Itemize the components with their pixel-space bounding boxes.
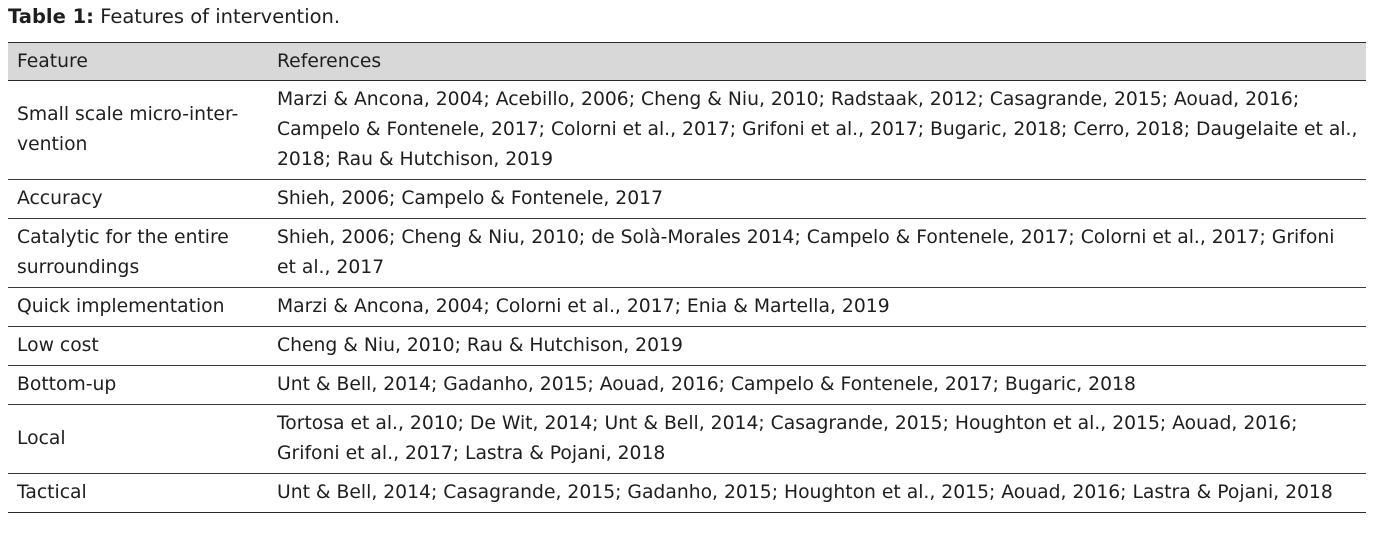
feature-text-line: Accuracy xyxy=(17,188,103,209)
feature-cell: Local xyxy=(8,404,268,474)
table-row: Quick implementation Marzi & Ancona, 2004… xyxy=(8,287,1366,327)
table-body: Small scale micro-inter-vention Marzi & A… xyxy=(8,80,1366,513)
table-row: Catalytic for the entire surroundings Shie… xyxy=(8,218,1366,288)
references-text-line: 2018; Rau & Hutchison, 2019 xyxy=(277,149,554,170)
feature-cell: Catalytic for the entire surroundings xyxy=(8,218,268,288)
feature-text-line: Local xyxy=(17,428,66,449)
table-caption-text: Features of intervention. xyxy=(100,5,341,28)
table-header: Feature References xyxy=(8,42,1366,81)
feature-text-line: surroundings xyxy=(17,257,140,278)
features-table: Feature References Small scale micro-int… xyxy=(8,42,1366,513)
references-cell: Tortosa et al., 2010; De Wit, 2014; Unt … xyxy=(268,404,1366,474)
feature-cell: Small scale micro-inter-vention xyxy=(8,80,268,180)
references-cell: Unt & Bell, 2014; Gadanho, 2015; Aouad, … xyxy=(268,365,1366,405)
feature-cell: Bottom-up xyxy=(8,365,268,405)
references-cell: Shieh, 2006; Campelo & Fontenele, 2017 xyxy=(268,179,1366,219)
header-feature: Feature xyxy=(8,42,268,81)
feature-cell: Quick implementation xyxy=(8,287,268,327)
references-text-line: et al., 2017 xyxy=(277,257,385,278)
header-references: References xyxy=(268,42,1366,81)
table-caption: Table 1: Features of intervention. xyxy=(8,5,340,29)
feature-text-line: Catalytic for the entire xyxy=(17,227,229,248)
references-cell: Marzi & Ancona, 2004; Colorni et al., 20… xyxy=(268,287,1366,327)
feature-text-line: Tactical xyxy=(17,482,87,503)
feature-cell: Accuracy xyxy=(8,179,268,219)
references-text-line: Tortosa et al., 2010; De Wit, 2014; Unt … xyxy=(277,413,1298,434)
feature-cell: Tactical xyxy=(8,473,268,513)
references-text-line: Campelo & Fontenele, 2017; Colorni et al… xyxy=(277,119,1358,140)
references-text-line: Marzi & Ancona, 2004; Colorni et al., 20… xyxy=(277,296,890,317)
references-text-line: Shieh, 2006; Cheng & Niu, 2010; de Solà-… xyxy=(277,227,1335,248)
references-text-line: Shieh, 2006; Campelo & Fontenele, 2017 xyxy=(277,188,663,209)
feature-text-line: vention xyxy=(17,134,88,155)
feature-text-line: Small scale micro-inter- xyxy=(17,104,239,125)
references-text-line: Grifoni et al., 2017; Lastra & Pojani, 2… xyxy=(277,443,666,464)
references-cell: Cheng & Niu, 2010; Rau & Hutchison, 2019 xyxy=(268,326,1366,366)
references-text-line: Cheng & Niu, 2010; Rau & Hutchison, 2019 xyxy=(277,335,683,356)
references-cell: Shieh, 2006; Cheng & Niu, 2010; de Solà-… xyxy=(268,218,1366,288)
header-row: Feature References xyxy=(8,42,1366,81)
feature-text-line: Quick implementation xyxy=(17,296,225,317)
table-row: Accuracy Shieh, 2006; Campelo & Fontenele… xyxy=(8,179,1366,219)
references-text-line: Unt & Bell, 2014; Casagrande, 2015; Gada… xyxy=(277,482,1333,503)
references-text-line: Marzi & Ancona, 2004; Acebillo, 2006; Ch… xyxy=(277,89,1300,110)
references-text-line: Unt & Bell, 2014; Gadanho, 2015; Aouad, … xyxy=(277,374,1136,395)
table-row: Tactical Unt & Bell, 2014; Casagrande, 20… xyxy=(8,473,1366,513)
table-row: Low cost Cheng & Niu, 2010; Rau & Hutchis… xyxy=(8,326,1366,366)
feature-cell: Low cost xyxy=(8,326,268,366)
table-row: Small scale micro-inter-vention Marzi & A… xyxy=(8,80,1366,180)
table-row: Bottom-up Unt & Bell, 2014; Gadanho, 2015… xyxy=(8,365,1366,405)
references-cell: Unt & Bell, 2014; Casagrande, 2015; Gada… xyxy=(268,473,1366,513)
table-row: Local Tortosa et al., 2010; De Wit, 2014;… xyxy=(8,404,1366,474)
references-cell: Marzi & Ancona, 2004; Acebillo, 2006; Ch… xyxy=(268,80,1366,180)
table-caption-label: Table 1: xyxy=(8,5,94,28)
feature-text-line: Low cost xyxy=(17,335,99,356)
feature-text-line: Bottom-up xyxy=(17,374,117,395)
